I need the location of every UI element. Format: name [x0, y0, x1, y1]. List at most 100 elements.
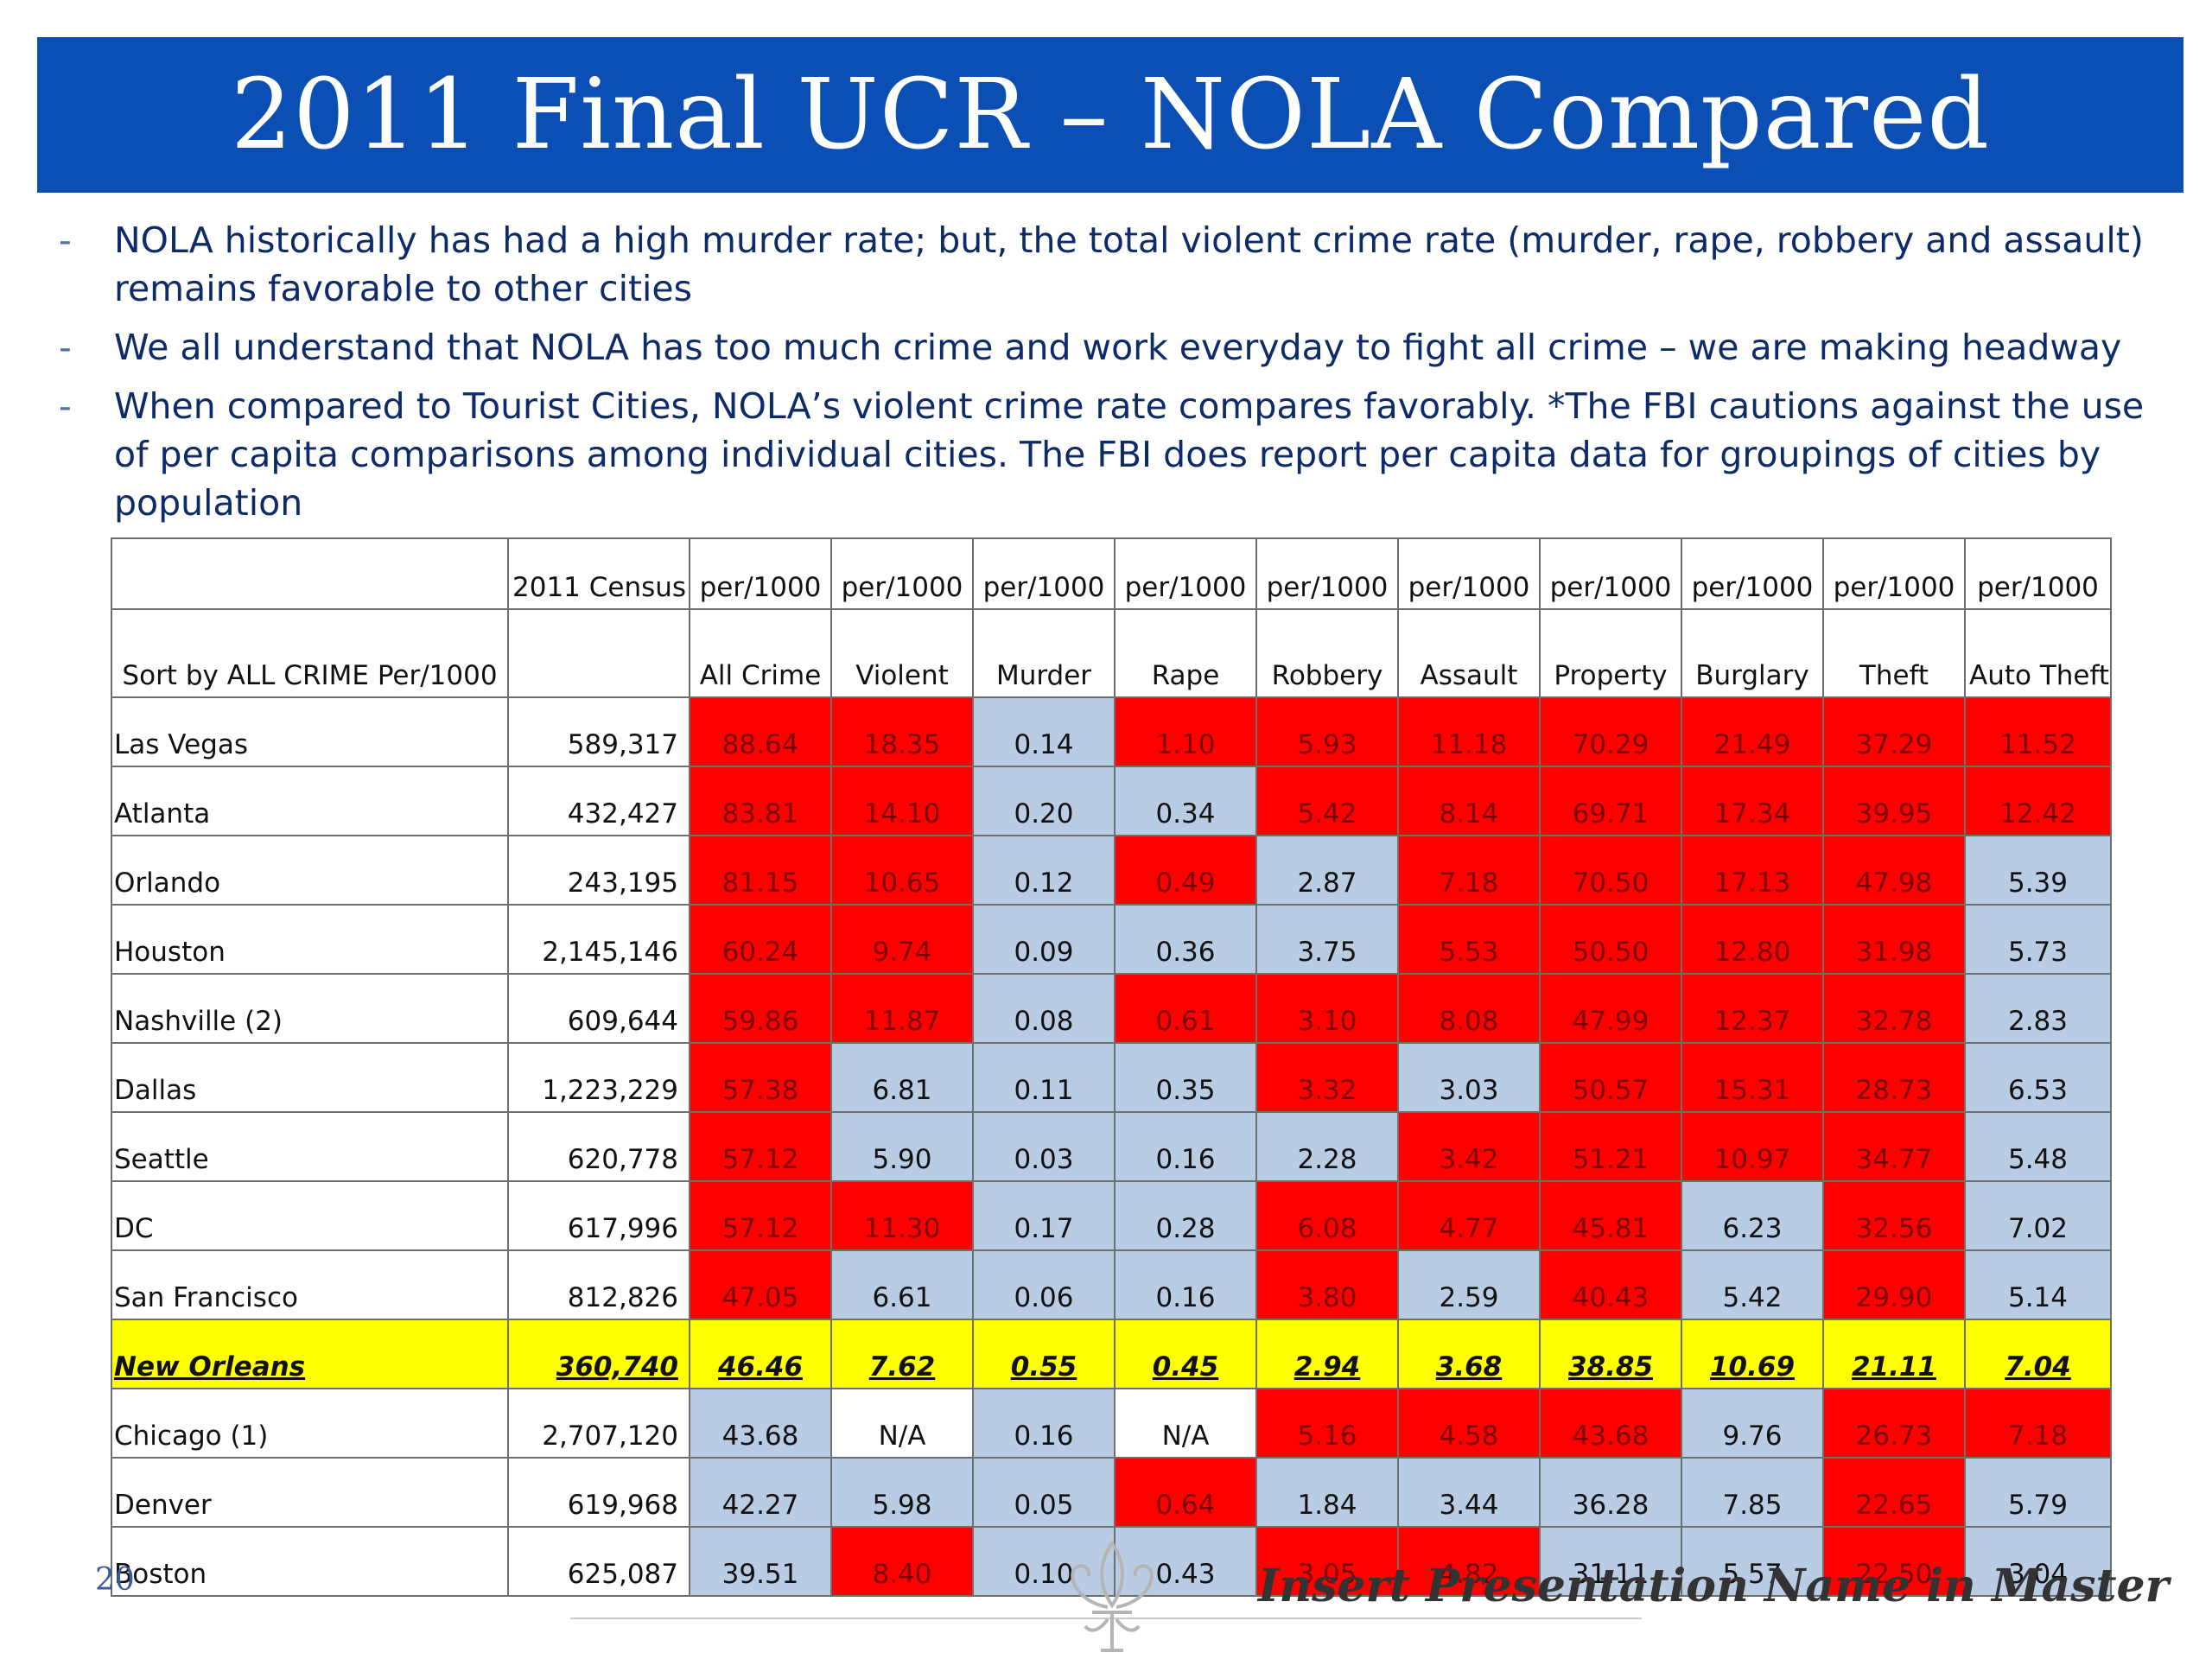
rate-cell: 47.05: [689, 1249, 832, 1320]
footer-presentation-name: Insert Presentation Name in Master: [1258, 1560, 2169, 1612]
rate-cell: 3.03: [1397, 1042, 1541, 1113]
rate-cell: 5.42: [1255, 766, 1399, 836]
header-row-units: 2011 Census per/1000 per/1000 per/1000 per/1…: [111, 537, 2112, 610]
population-cell: 360,740: [507, 1319, 690, 1389]
bullet-list: - NOLA historically has had a high murde…: [52, 216, 2160, 537]
bullet-marker: -: [59, 385, 72, 427]
rate-cell: 39.51: [689, 1526, 832, 1597]
rate-cell: 6.81: [830, 1042, 974, 1113]
table-row: Atlanta 432,427 83.81 14.10 0.20 0.34 5.42 8.14…: [111, 766, 2112, 836]
rate-cell: 14.10: [830, 766, 974, 836]
header-row-columns: Sort by ALL CRIME Per/1000 All Crime Viole…: [111, 608, 2112, 698]
table-row: Dallas 1,223,229 57.38 6.81 0.11 0.35 3.32 3.03…: [111, 1042, 2112, 1113]
rate-cell: 21.11: [1822, 1319, 1966, 1389]
rate-cell: 28.73: [1822, 1042, 1966, 1113]
rate-cell: 21.49: [1681, 696, 1824, 767]
column-header: per/1000: [689, 537, 832, 610]
rate-cell: 50.57: [1539, 1042, 1682, 1113]
city-cell: Atlanta: [111, 766, 509, 836]
rate-cell: 50.50: [1539, 904, 1682, 975]
rate-cell: 31.98: [1822, 904, 1966, 975]
rate-cell: 31.11: [1539, 1526, 1682, 1597]
table-row: San Francisco 812,826 47.05 6.61 0.06 0.16 3.8…: [111, 1249, 2112, 1320]
population-cell: 432,427: [507, 766, 690, 836]
rate-cell: 0.49: [1114, 835, 1257, 906]
column-header: per/1000: [1255, 537, 1399, 610]
table-row: Chicago (1) 2,707,120 43.68 N/A 0.16 N/A 5.16 4…: [111, 1388, 2112, 1459]
rate-cell: 43.68: [1539, 1388, 1682, 1459]
column-header: per/1000: [1114, 537, 1257, 610]
column-header: [111, 537, 509, 610]
rate-cell: 7.04: [1964, 1319, 2112, 1389]
bullet-text: NOLA historically has had a high murder …: [114, 219, 2144, 309]
rate-cell: 8.08: [1397, 973, 1541, 1044]
rate-cell: 0.06: [972, 1249, 1116, 1320]
rate-cell: 11.87: [830, 973, 974, 1044]
city-cell: Las Vegas: [111, 696, 509, 767]
column-header: per/1000: [1681, 537, 1824, 610]
rate-cell: 0.36: [1114, 904, 1257, 975]
city-cell: Chicago (1): [111, 1388, 509, 1459]
column-header: Auto Theft: [1964, 608, 2112, 698]
column-header: Theft: [1822, 608, 1966, 698]
slide-title: 2011 Final UCR – NOLA Compared: [230, 59, 1991, 171]
rate-cell: 6.08: [1255, 1180, 1399, 1251]
rate-cell: 2.94: [1255, 1319, 1399, 1389]
rate-cell: 5.73: [1964, 904, 2112, 975]
rate-cell: 0.28: [1114, 1180, 1257, 1251]
column-header: Assault: [1397, 608, 1541, 698]
rate-cell: 51.21: [1539, 1111, 1682, 1182]
rate-cell: 0.10: [972, 1526, 1116, 1597]
rate-cell: 10.97: [1681, 1111, 1824, 1182]
rate-cell: 9.74: [830, 904, 974, 975]
rate-cell: 0.16: [1114, 1111, 1257, 1182]
table-row: Houston 2,145,146 60.24 9.74 0.09 0.36 3.75 5.5…: [111, 904, 2112, 975]
city-cell: Orlando: [111, 835, 509, 906]
rate-cell: 70.29: [1539, 696, 1682, 767]
rate-cell: 4.82: [1397, 1526, 1541, 1597]
rate-cell: 1.10: [1114, 696, 1257, 767]
rate-cell: 46.46: [689, 1319, 832, 1389]
rate-cell: 26.73: [1822, 1388, 1966, 1459]
rate-cell: 10.69: [1681, 1319, 1824, 1389]
population-cell: 2,707,120: [507, 1388, 690, 1459]
rate-cell: 7.85: [1681, 1457, 1824, 1528]
column-header: per/1000: [1539, 537, 1682, 610]
rate-cell: 7.62: [830, 1319, 974, 1389]
rate-cell: 5.14: [1964, 1249, 2112, 1320]
rate-cell: 38.85: [1539, 1319, 1682, 1389]
rate-cell: 0.17: [972, 1180, 1116, 1251]
population-cell: 609,644: [507, 973, 690, 1044]
rate-cell: 3.44: [1397, 1457, 1541, 1528]
rate-cell: 18.35: [830, 696, 974, 767]
city-cell: Dallas: [111, 1042, 509, 1113]
rate-cell: 34.77: [1822, 1111, 1966, 1182]
city-cell: San Francisco: [111, 1249, 509, 1320]
table-row: Seattle 620,778 57.12 5.90 0.03 0.16 2.28 3.42 5…: [111, 1111, 2112, 1182]
rate-cell: 47.98: [1822, 835, 1966, 906]
population-cell: 617,996: [507, 1180, 690, 1251]
rate-cell: 0.16: [1114, 1249, 1257, 1320]
rate-cell: 9.76: [1681, 1388, 1824, 1459]
city-cell: Houston: [111, 904, 509, 975]
table-header: 2011 Census per/1000 per/1000 per/1000 per/1…: [111, 537, 2112, 698]
rate-cell: 57.12: [689, 1111, 832, 1182]
rate-cell: 0.08: [972, 973, 1116, 1044]
rate-cell: 4.58: [1397, 1388, 1541, 1459]
bullet-text: When compared to Tourist Cities, NOLA’s …: [114, 385, 2145, 524]
rate-cell: 47.99: [1539, 973, 1682, 1044]
rate-cell: 5.16: [1255, 1388, 1399, 1459]
rate-cell: 0.35: [1114, 1042, 1257, 1113]
rate-cell: 3.80: [1255, 1249, 1399, 1320]
table-row: Boston 625,087 39.51 8.40 0.10 0.43 3.05 4.82 31…: [111, 1526, 2112, 1597]
title-banner: 2011 Final UCR – NOLA Compared: [37, 37, 2183, 193]
column-header: Robbery: [1255, 608, 1399, 698]
rate-cell: 22.50: [1822, 1526, 1966, 1597]
rate-cell: 1.84: [1255, 1457, 1399, 1528]
column-header: All Crime: [689, 608, 832, 698]
rate-cell: 12.42: [1964, 766, 2112, 836]
rate-cell: 8.14: [1397, 766, 1541, 836]
rate-cell: 12.80: [1681, 904, 1824, 975]
rate-cell: 5.93: [1255, 696, 1399, 767]
table-row: New Orleans 360,740 46.46 7.62 0.55 0.45 2.94 3…: [111, 1319, 2112, 1389]
